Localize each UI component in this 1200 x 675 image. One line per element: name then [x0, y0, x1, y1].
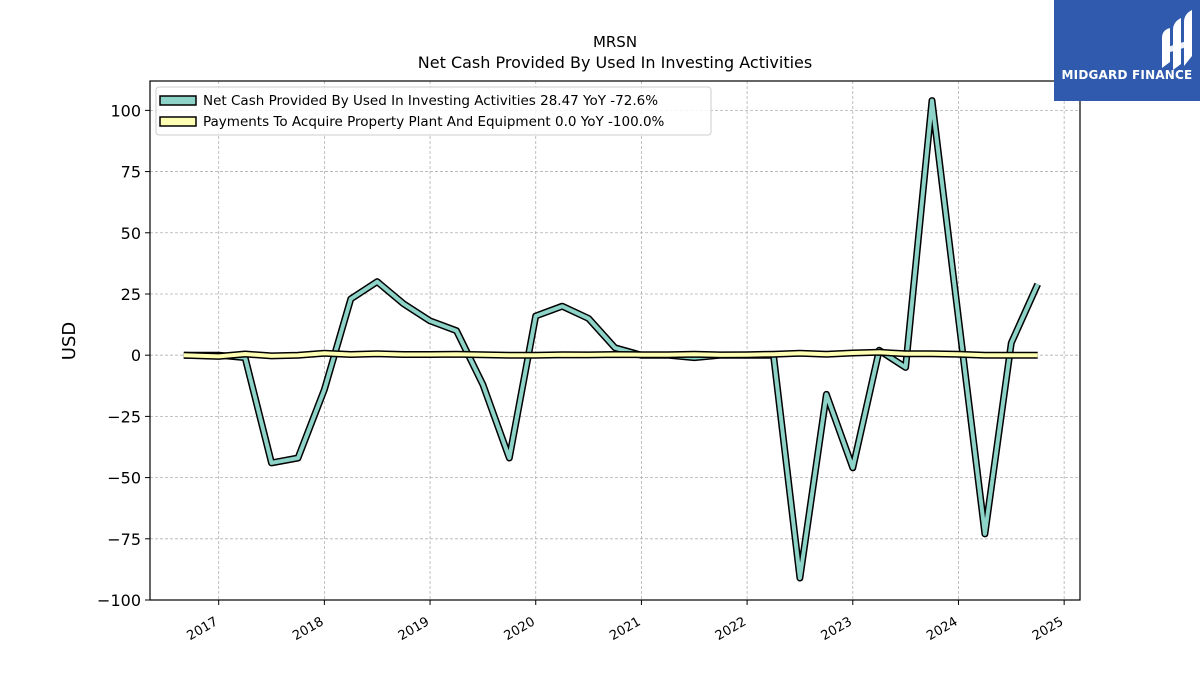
y-tick-label: −25 — [107, 407, 141, 426]
midgard-finance-logo: MIDGARD FINANCE — [1054, 0, 1200, 101]
chart-title: MRSN — [593, 33, 637, 51]
y-tick-label: 100 — [110, 101, 141, 120]
y-tick-label: 50 — [121, 224, 141, 243]
y-axis-label: USD — [59, 322, 80, 360]
y-tick-label: −50 — [107, 469, 141, 488]
series-0-line — [183, 98, 1040, 580]
legend-box — [155, 86, 712, 136]
series-lines — [183, 97, 1041, 582]
y-tick-label: 75 — [121, 163, 141, 182]
y-tick-label: −100 — [97, 591, 141, 610]
logo-text: MIDGARD FINANCE — [1061, 68, 1193, 82]
legend-swatch — [159, 116, 197, 127]
y-tick-label: 0 — [131, 346, 141, 365]
legend-swatch — [159, 95, 197, 106]
plot-frame — [149, 80, 1081, 601]
y-tick-label: 25 — [121, 285, 141, 304]
legend-label: Payments To Acquire Property Plant And E… — [203, 114, 665, 130]
logo-mark-icon — [1162, 10, 1192, 70]
series-1-line — [183, 350, 1038, 359]
legend: Net Cash Provided By Used In Investing A… — [155, 86, 712, 136]
y-tick-label: −75 — [107, 530, 141, 549]
legend-label: Net Cash Provided By Used In Investing A… — [203, 93, 658, 109]
chart-subtitle: Net Cash Provided By Used In Investing A… — [418, 53, 812, 72]
